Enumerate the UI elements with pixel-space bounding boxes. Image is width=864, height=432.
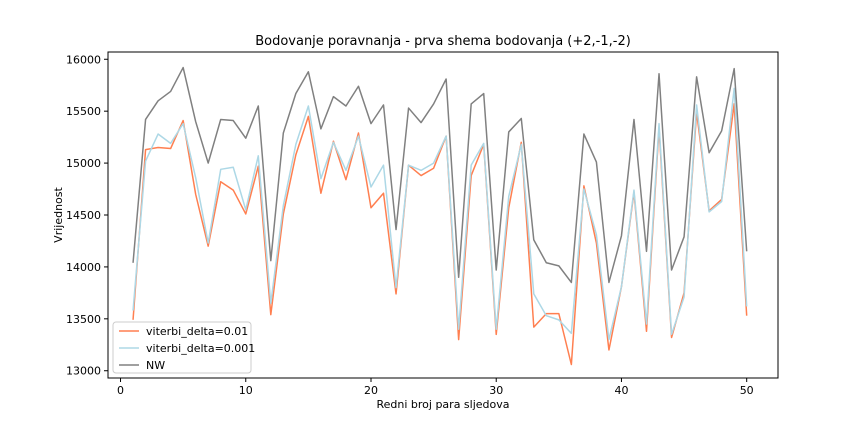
legend-box xyxy=(112,321,252,374)
legend: viterbi_delta=0.01 viterbi_delta=0.001 NW xyxy=(112,321,255,374)
x-axis: 0 10 20 30 40 50 xyxy=(117,378,754,397)
y-tick-label: 15000 xyxy=(66,157,101,170)
series-layer xyxy=(132,66,748,366)
y-axis-label: Vrijednost xyxy=(52,186,65,242)
x-tick-label: 30 xyxy=(489,384,503,397)
y-tick-label: 14000 xyxy=(66,261,101,274)
x-tick-label: 0 xyxy=(117,384,124,397)
y-tick-label: 15500 xyxy=(66,105,101,118)
x-tick-label: 10 xyxy=(239,384,253,397)
x-tick-label: 40 xyxy=(614,384,628,397)
y-tick-label: 16000 xyxy=(66,53,101,66)
x-axis-label: Redni broj para sljedova xyxy=(376,398,509,411)
y-tick-label: 13500 xyxy=(66,313,101,326)
legend-entry-label: viterbi_delta=0.01 xyxy=(146,325,248,338)
x-tick-label: 20 xyxy=(364,384,378,397)
x-tick-label: 50 xyxy=(740,384,754,397)
series-line-2 xyxy=(132,87,748,341)
chart-title: Bodovanje poravnanja - prva shema bodova… xyxy=(255,34,631,49)
y-tick-label: 14500 xyxy=(66,209,101,222)
legend-entry-label: NW xyxy=(146,359,165,372)
y-tick-label: 13000 xyxy=(66,365,101,378)
legend-entry-label: viterbi_delta=0.001 xyxy=(146,342,255,355)
y-axis: 13000 13500 14000 14500 15000 15500 16000 xyxy=(66,53,108,378)
series-line-3 xyxy=(132,66,748,284)
